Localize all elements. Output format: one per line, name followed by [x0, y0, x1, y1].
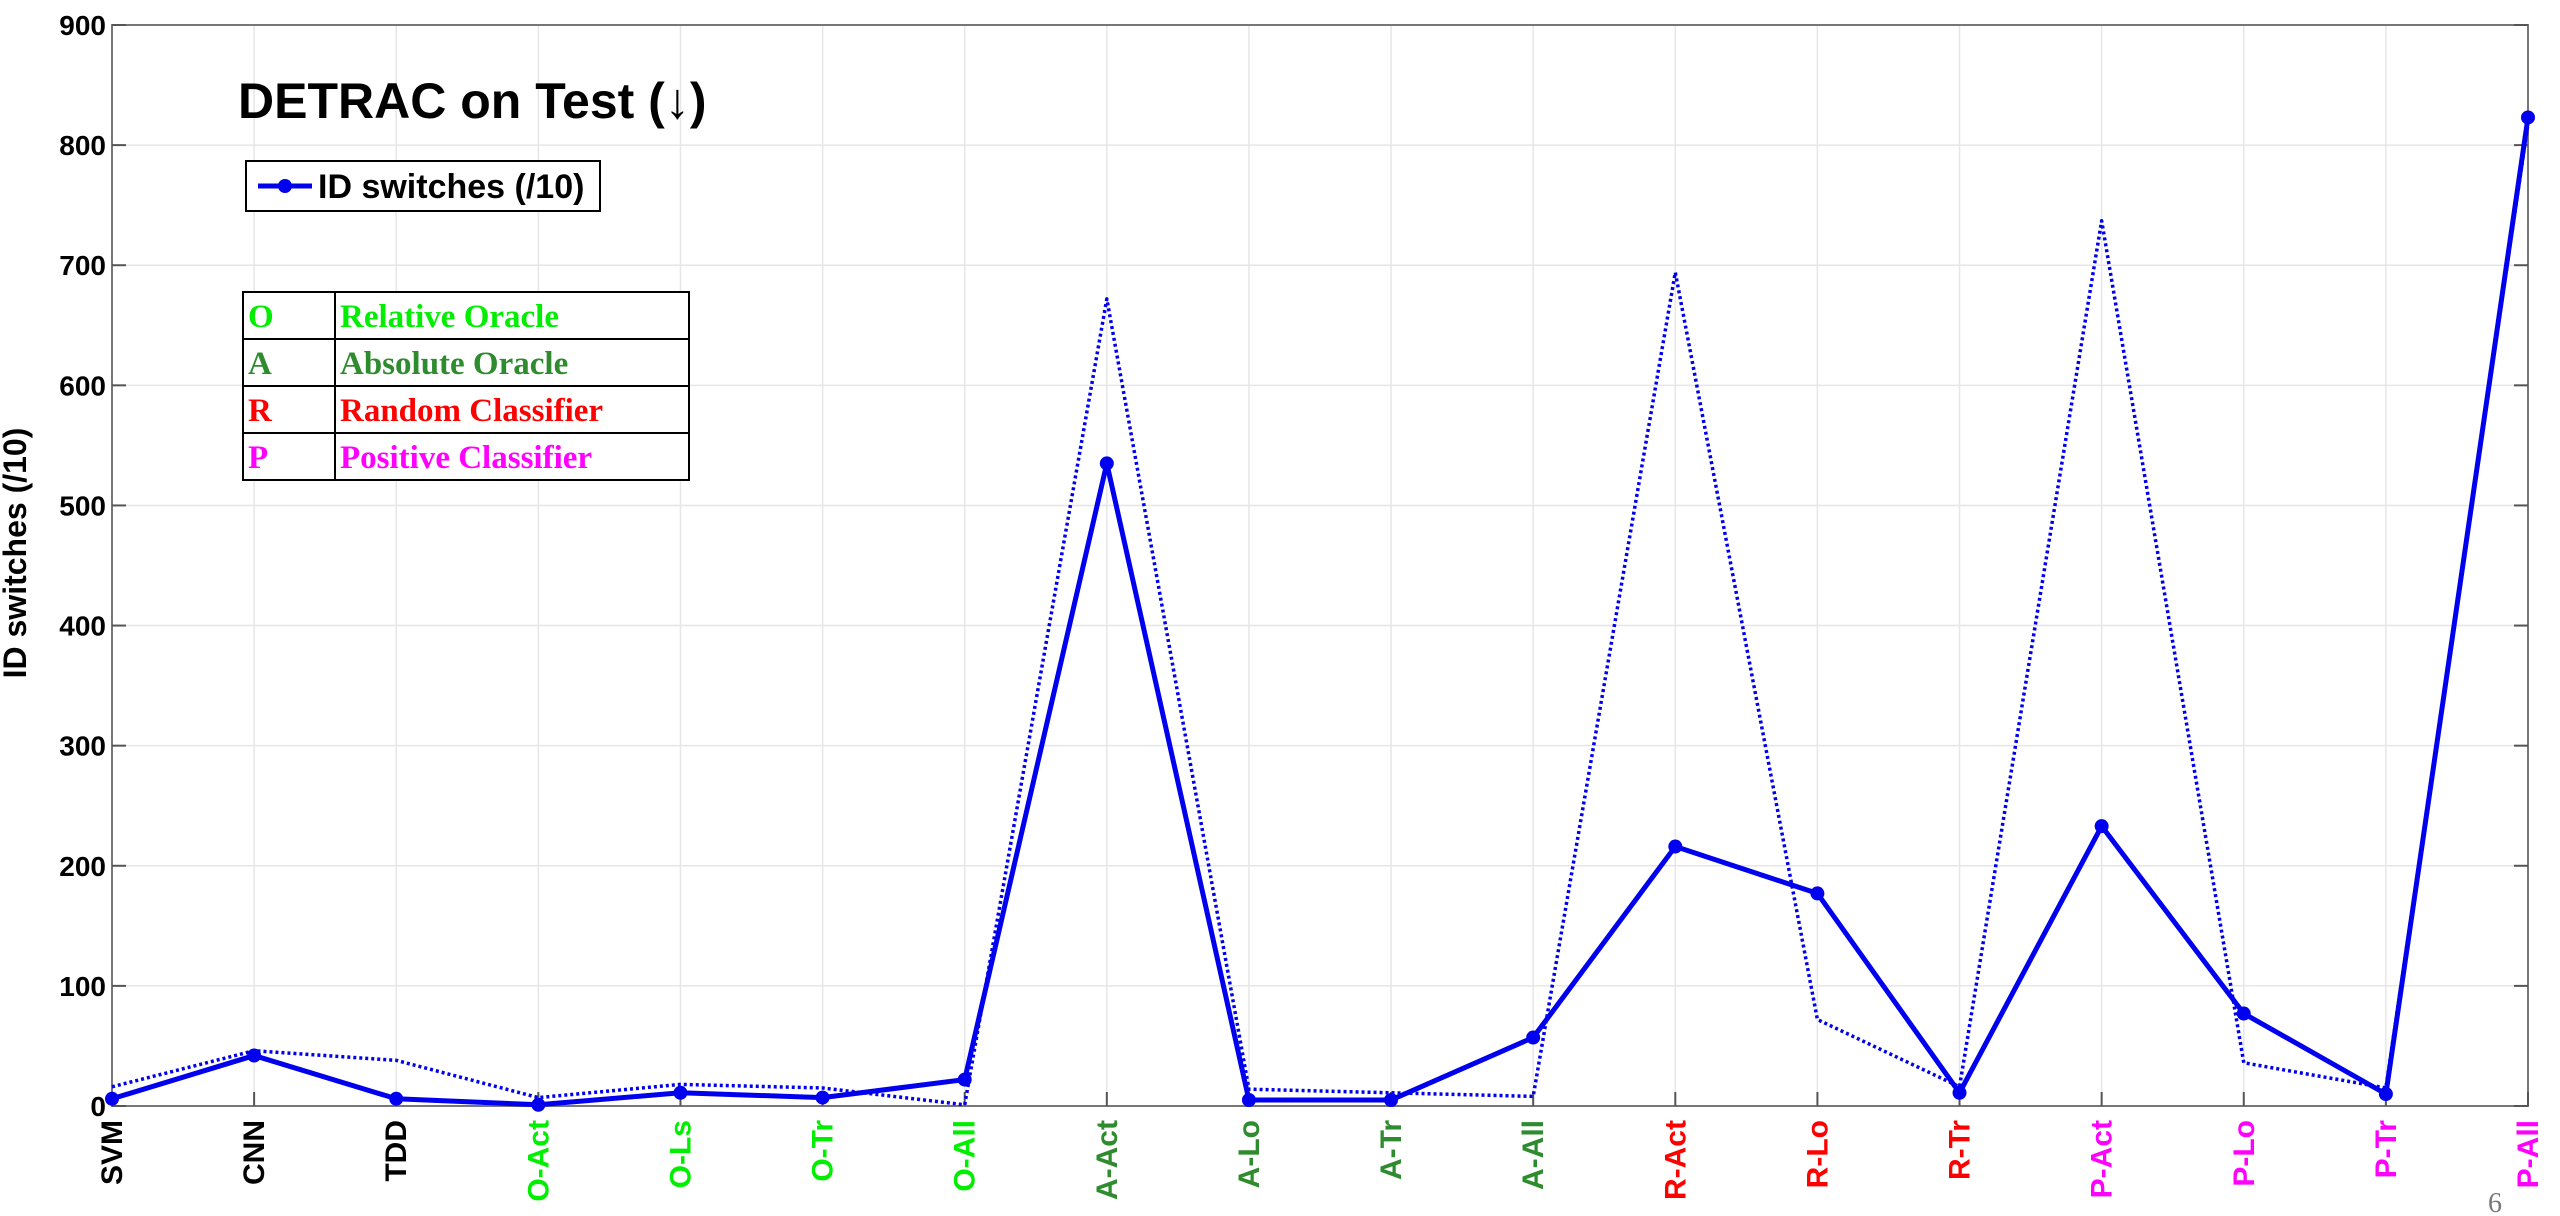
key-letter: R — [248, 393, 273, 429]
x-tick-label: O-Act — [522, 1120, 555, 1202]
x-tick-label: O-Tr — [807, 1120, 840, 1182]
key-label: Relative Oracle — [340, 299, 559, 335]
legend-label: ID switches (/10) — [318, 168, 584, 206]
x-tick-label: R-Lo — [1801, 1120, 1834, 1188]
data-point — [1810, 886, 1825, 901]
x-tick-label: O-All — [949, 1120, 982, 1192]
data-point — [531, 1097, 546, 1112]
data-point — [2378, 1086, 2393, 1101]
data-point — [815, 1090, 830, 1105]
data-point — [1384, 1092, 1399, 1107]
data-point — [1526, 1030, 1541, 1045]
series-line-id-switches — [111, 117, 2531, 1108]
data-point — [1952, 1085, 1967, 1100]
key-label: Positive Classifier — [340, 440, 592, 476]
page-number: 6 — [2488, 1188, 2502, 1216]
y-tick-label: 800 — [59, 130, 106, 161]
data-point — [2094, 819, 2109, 834]
data-point — [1668, 839, 1683, 854]
x-tick-label: A-All — [1517, 1120, 1550, 1190]
x-axis: SVM CNN TDD O-Act O-Ls O-Tr O-All A-Act A-Lo A-Tr… — [96, 1092, 2545, 1202]
y-tick-label: 0 — [90, 1091, 106, 1122]
x-tick-label: P-Tr — [2370, 1120, 2403, 1179]
x-tick-label: TDD — [380, 1120, 413, 1182]
x-tick-label: O-Ls — [664, 1120, 697, 1188]
x-tick-label: P-All — [2512, 1120, 2545, 1188]
y-tick-label: 300 — [59, 731, 106, 762]
x-tick-label: A-Tr — [1375, 1120, 1408, 1180]
data-point — [1241, 1092, 1256, 1107]
y-tick-label: 400 — [59, 611, 106, 642]
y-tick-label: 200 — [59, 851, 106, 882]
legend-marker — [278, 179, 292, 193]
chart-title: DETRAC on Test (↓) — [238, 73, 706, 129]
key-letter: O — [248, 299, 274, 335]
series-line-dotted — [111, 123, 2530, 1107]
x-tick-label: P-Lo — [2228, 1120, 2261, 1187]
x-tick-label: SVM — [96, 1120, 129, 1185]
key-letter: A — [248, 346, 272, 382]
data-point — [957, 1072, 972, 1087]
data-point — [105, 1091, 119, 1106]
series-layer — [105, 110, 2535, 1112]
key-label: Absolute Oracle — [340, 346, 568, 382]
legend: ID switches (/10) — [245, 160, 601, 212]
key-table: O Relative Oracle A Absolute Oracle R Random … — [242, 291, 690, 481]
x-tick-label: R-Act — [1659, 1120, 1692, 1200]
x-tick-label: R-Tr — [1944, 1120, 1977, 1180]
data-point — [2236, 1006, 2251, 1021]
y-tick-label: 900 — [59, 10, 106, 41]
x-tick-label: A-Lo — [1233, 1120, 1266, 1188]
y-tick-label: 700 — [59, 250, 106, 281]
x-tick-label: CNN — [238, 1120, 271, 1185]
y-axis-label: ID switches (/10) — [0, 428, 33, 679]
key-label: Random Classifier — [340, 393, 603, 429]
data-point — [2521, 110, 2535, 125]
data-point — [1099, 456, 1114, 471]
y-tick-label: 500 — [59, 490, 106, 521]
x-tick-label: P-Act — [2086, 1120, 2119, 1198]
y-tick-label: 100 — [59, 971, 106, 1002]
y-axis: 0 100 200 300 400 500 600 700 800 900 — [59, 10, 2528, 1122]
data-point — [389, 1091, 404, 1106]
plot-frame — [111, 24, 2529, 1107]
key-letter: P — [248, 440, 268, 476]
y-tick-label: 600 — [59, 370, 106, 401]
data-point — [673, 1085, 688, 1100]
x-tick-label: A-Act — [1091, 1120, 1124, 1200]
